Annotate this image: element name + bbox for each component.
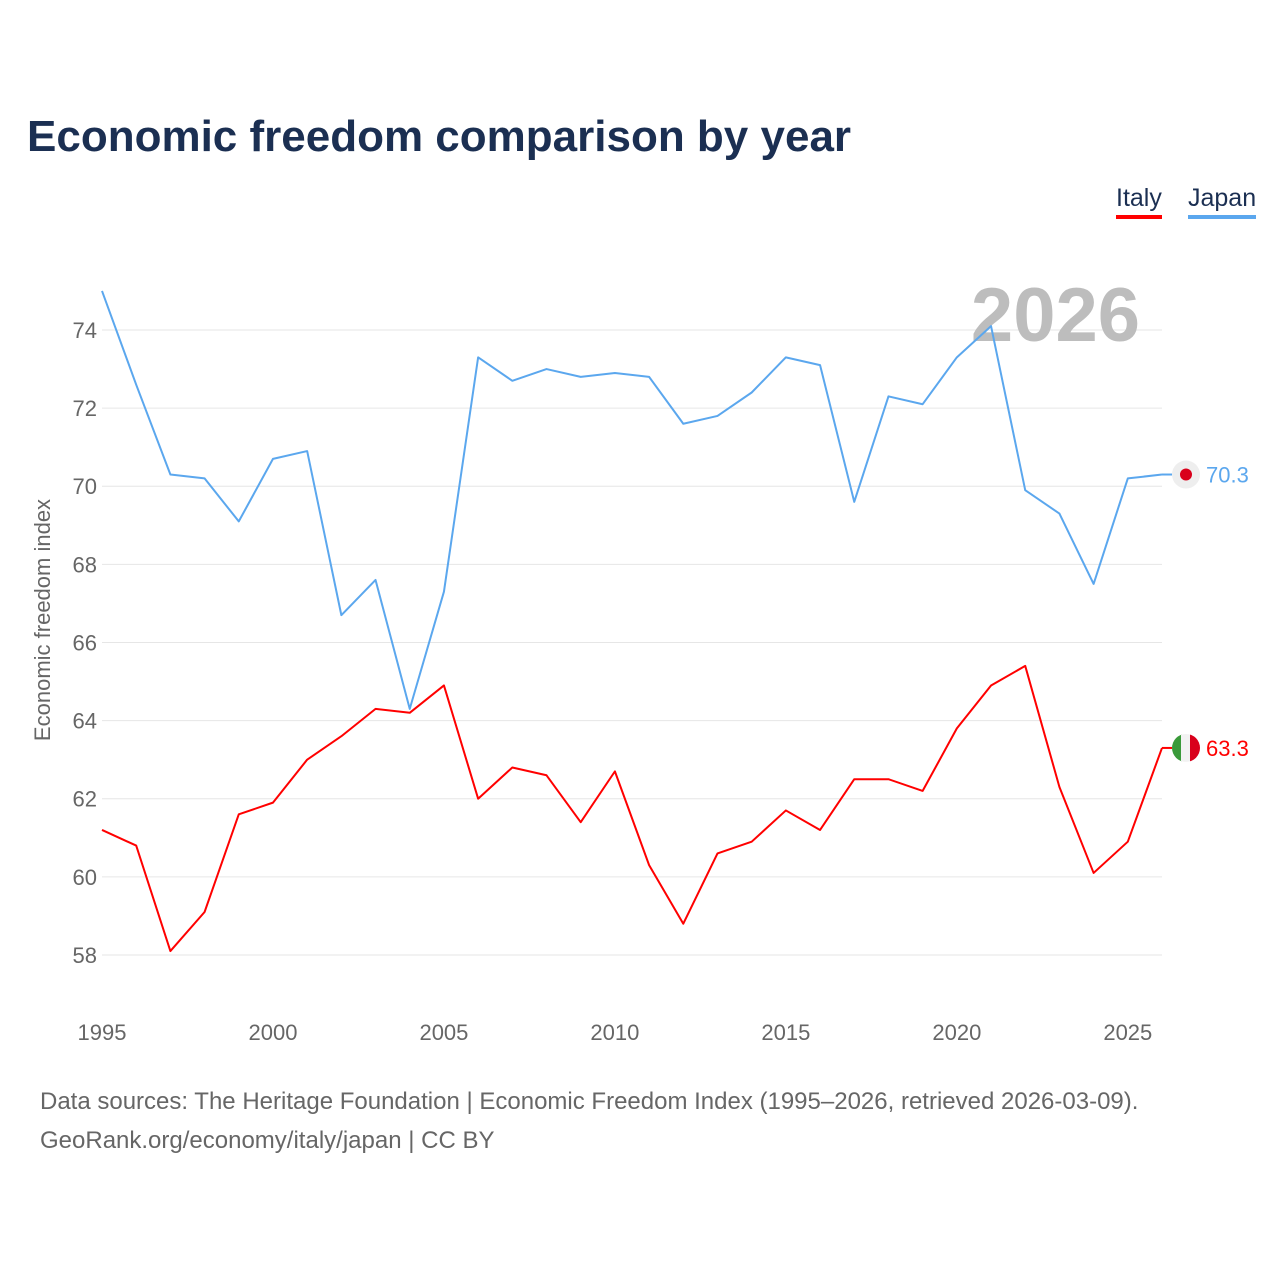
y-tick-label: 64	[73, 709, 97, 734]
series-line-italy	[101, 664, 1163, 953]
end-value-label-italy: 63.3	[1206, 736, 1249, 761]
y-tick-label: 70	[73, 474, 97, 499]
x-tick-label: 2005	[419, 1020, 468, 1045]
x-tick-label: 1995	[78, 1020, 127, 1045]
y-tick-label: 62	[73, 787, 97, 812]
flag-japan-icon	[1172, 460, 1200, 489]
y-tick-label: 66	[73, 630, 97, 655]
y-tick-label: 68	[73, 552, 97, 577]
y-axis-label: Economic freedom index	[30, 499, 55, 741]
x-tick-label: 2020	[932, 1020, 981, 1045]
source-url: GeoRank.org/economy/italy/japan | CC BY	[40, 1127, 495, 1154]
y-tick-label: 72	[73, 396, 97, 421]
y-tick-label: 74	[73, 318, 97, 343]
series-line-japan	[101, 290, 1163, 710]
flag-italy-icon	[1172, 733, 1200, 762]
x-tick-label: 2025	[1103, 1020, 1152, 1045]
flag-disc	[1180, 468, 1192, 481]
source-note: Data sources: The Heritage Foundation | …	[40, 1088, 1139, 1115]
x-tick-label: 2015	[761, 1020, 810, 1045]
x-tick-label: 2010	[590, 1020, 639, 1045]
y-tick-label: 60	[73, 865, 97, 890]
end-value-label-japan: 70.3	[1206, 463, 1249, 488]
chart-title: Economic freedom comparison by year	[27, 112, 852, 161]
year-watermark: 2026	[971, 273, 1140, 358]
x-tick-label: 2000	[248, 1020, 297, 1045]
legend-item-japan[interactable]: Japan	[1188, 184, 1257, 219]
flag-stripe	[1172, 733, 1182, 762]
y-tick-label: 58	[73, 943, 97, 968]
flag-stripe	[1190, 733, 1200, 762]
flag-stripe	[1181, 733, 1191, 762]
legend-item-italy[interactable]: Italy	[1116, 184, 1162, 219]
